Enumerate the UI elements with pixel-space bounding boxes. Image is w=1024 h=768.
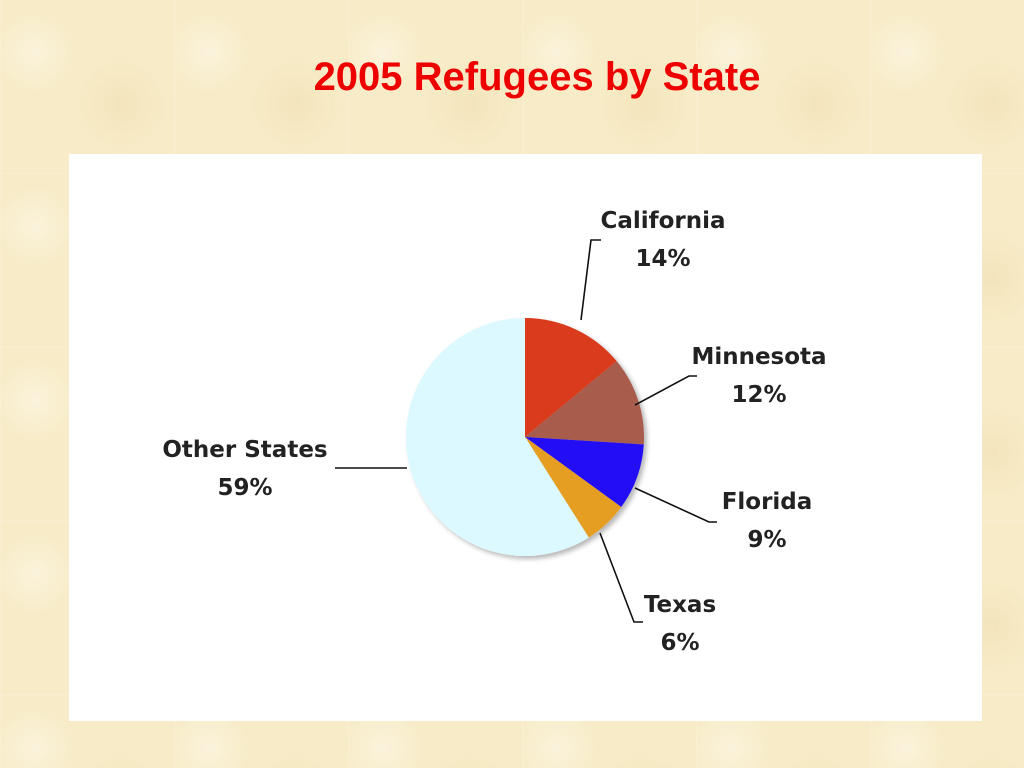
slice-value-other-states: 59%: [217, 475, 272, 501]
pie-slice-other-states: [406, 318, 589, 556]
pie-slice-california: [525, 318, 617, 437]
slice-value-minnesota: 12%: [731, 382, 786, 408]
leader-line-florida: [634, 487, 717, 523]
pie-chart: California 14% Minnesota 12% Florida 9% Texas 6…: [162, 208, 826, 656]
slice-label-other-states: Other States: [162, 437, 327, 463]
slice-value-florida: 9%: [747, 527, 786, 553]
pie-slice-florida: [525, 437, 644, 507]
leader-line-minnesota: [634, 375, 697, 406]
slice-label-texas: Texas: [644, 592, 716, 618]
slice-label-minnesota: Minnesota: [691, 344, 826, 370]
slice-label-florida: Florida: [722, 489, 813, 515]
chart-title: 2005 Refugees by State: [313, 55, 761, 99]
slice-value-california: 14%: [635, 246, 690, 272]
chart-panel: California 14% Minnesota 12% Florida 9% Texas 6…: [69, 154, 982, 721]
leader-line-texas: [599, 532, 643, 623]
slice-label-california: California: [600, 208, 725, 234]
pie-slice-minnesota: [525, 361, 645, 445]
pie-slice-texas: [525, 437, 622, 538]
leader-line-california: [580, 239, 601, 321]
slice-value-texas: 6%: [660, 630, 699, 656]
